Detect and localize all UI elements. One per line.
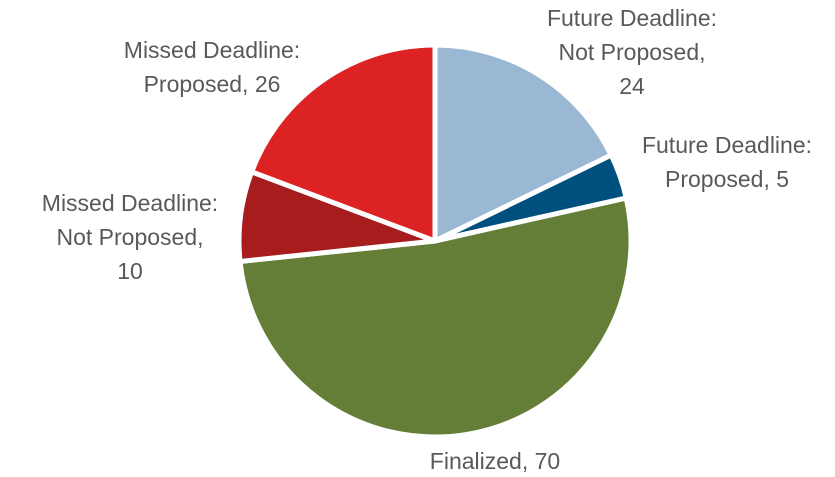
slice-label: 24 — [619, 73, 645, 99]
slice-label: Not Proposed, — [558, 39, 705, 65]
pie-slice — [249, 42, 438, 244]
pie-slice — [432, 42, 614, 244]
pie-slice — [237, 195, 634, 440]
slice-label: Missed Deadline: — [42, 190, 218, 216]
slice-label: Future Deadline: — [547, 5, 717, 31]
slice-label: Proposed, 5 — [665, 166, 789, 192]
slice-label: Finalized, 70 — [430, 448, 560, 474]
slice-label: Proposed, 26 — [144, 71, 281, 97]
slice-label: 10 — [117, 258, 143, 284]
slice-label: Missed Deadline: — [124, 37, 300, 63]
slice-label: Not Proposed, — [56, 224, 203, 250]
slice-label: Future Deadline: — [642, 132, 812, 158]
